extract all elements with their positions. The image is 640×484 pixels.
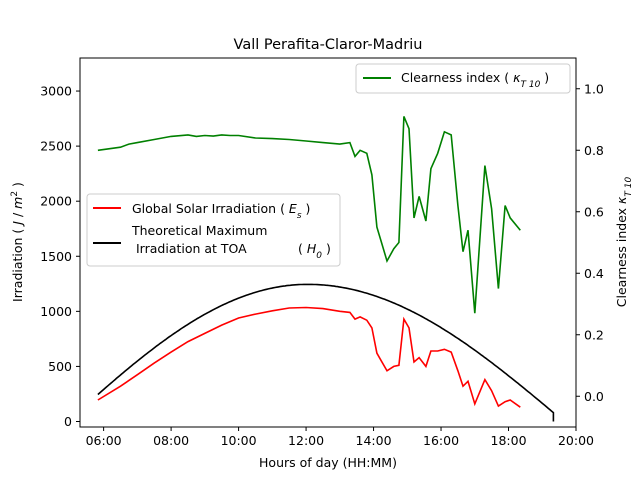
y-left-tick-label: 0	[64, 414, 72, 429]
y-left-tick-label: 1500	[40, 249, 72, 264]
legend-upper-box	[355, 63, 571, 94]
y-right-tick-label: 0.0	[584, 389, 604, 404]
y-left-tick-label: 2000	[40, 194, 72, 209]
series-line-global	[97, 306, 521, 408]
x-tick-label: 16:00	[423, 433, 459, 448]
x-ticks: 06:00 08:00 10:00 12:00 14:00 16:00 18:00 20:00	[86, 427, 594, 448]
y-left-tick-label: 1000	[40, 304, 72, 319]
y-right-tick-label: 0.4	[584, 266, 604, 281]
legend-label-toa-line2: Irradiation at TOA	[136, 241, 247, 256]
legend-lower: Global Solar Irradiation ( Es ) Theoreti…	[86, 193, 341, 267]
series-lines	[97, 116, 555, 422]
y-right-tick-label: 0.8	[584, 143, 604, 158]
legend-label-global: Global Solar Irradiation ( Es )	[132, 201, 310, 221]
x-tick-label: 20:00	[558, 433, 594, 448]
y-right-tick-label: 0.2	[584, 327, 604, 342]
y-left-tick-label: 2500	[40, 139, 72, 154]
y-right-tick-label: 0.6	[584, 204, 604, 219]
y-axis-label-left: Irradiation ( J / m2 )	[10, 182, 25, 302]
x-axis-label: Hours of day (HH:MM)	[259, 455, 397, 470]
legend-label-toa-line1: Theoretical Maximum	[131, 223, 267, 238]
y-left-tick-label: 3000	[40, 84, 72, 99]
legend-label-toa-symbol: ( H0 )	[298, 241, 331, 261]
series-line-clearness	[97, 116, 521, 314]
x-tick-label: 14:00	[356, 433, 392, 448]
y-left-tick-label: 500	[48, 359, 72, 374]
legend-upper: Clearness index ( κT 10 )	[355, 63, 571, 94]
x-tick-label: 12:00	[288, 433, 324, 448]
y-axis-label-right: Clearness index κT 10	[614, 177, 634, 308]
x-tick-label: 10:00	[221, 433, 257, 448]
plot-frame	[79, 57, 577, 428]
legend-lower-box	[86, 193, 341, 267]
x-tick-label: 08:00	[153, 433, 189, 448]
y-right-tick-label: 1.0	[584, 81, 604, 96]
y-ticks-right: 0.0 0.2 0.4 0.6 0.8 1.0	[576, 81, 604, 404]
series-line-toa	[97, 283, 555, 422]
x-tick-label: 06:00	[86, 433, 122, 448]
x-tick-label: 18:00	[491, 433, 527, 448]
legend-label-clearness: Clearness index ( κT 10 )	[401, 70, 549, 90]
y-ticks-left: 0 500 1000 1500 2000 2500 3000	[40, 84, 80, 429]
chart-title: Vall Perafita-Claror-Madriu	[234, 37, 423, 53]
